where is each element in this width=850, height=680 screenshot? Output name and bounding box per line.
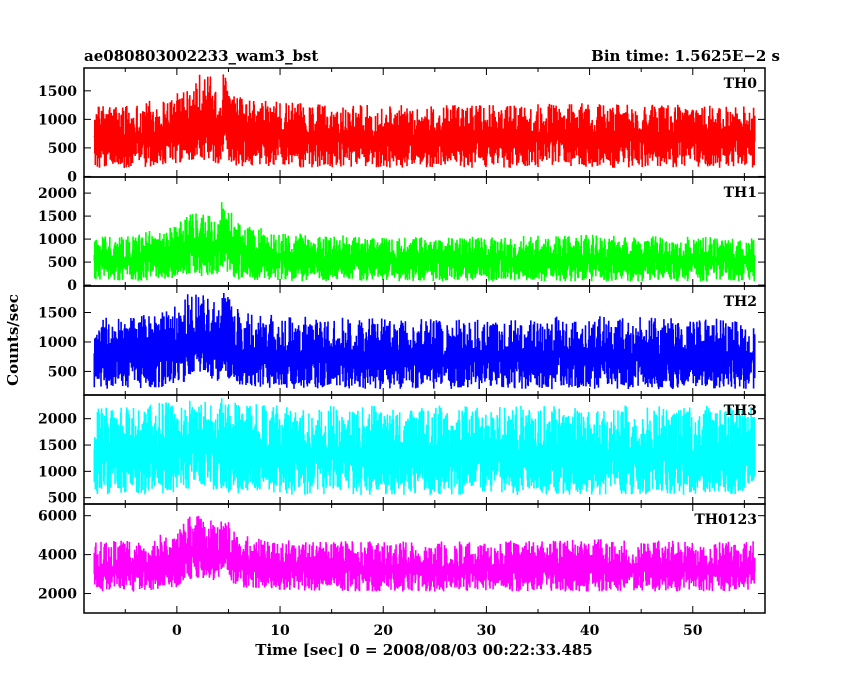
y-tick-label: 500 (48, 364, 77, 380)
y-tick-label: 1000 (38, 232, 77, 248)
panel-th0123: 2000 4000 6000 TH0123 (38, 503, 766, 614)
y-tick-label: 500 (48, 491, 77, 507)
panel-th0: 0 500 1000 1500 TH0 (38, 67, 766, 185)
y-tick-label: 2000 (38, 587, 77, 603)
figure-title: ae080803002233_wam3_bst (84, 47, 318, 65)
y-tick-label: 1000 (38, 464, 77, 480)
series-th0-line (93, 74, 756, 168)
series-label: TH1 (724, 185, 757, 201)
series-label: TH2 (724, 294, 757, 310)
panel-th3: 500 1000 1500 2000 TH3 (38, 394, 766, 507)
y-tick-label: 1500 (38, 438, 77, 454)
y-tick-label: 1000 (38, 335, 77, 351)
series-label: TH0123 (694, 512, 757, 528)
series-th0123-line (93, 516, 756, 592)
x-tick-label: 50 (683, 623, 703, 639)
y-tick-label: 1500 (38, 209, 77, 225)
x-tick-label: 40 (580, 623, 600, 639)
bin-time-label: Bin time: 1.5625E−2 s (591, 47, 780, 65)
series-th1-line (93, 202, 756, 282)
series-label: TH0 (724, 76, 758, 92)
y-tick-label: 6000 (38, 509, 77, 525)
y-tick-label: 1500 (38, 84, 77, 100)
x-tick-label: 20 (373, 623, 393, 639)
y-tick-label: 500 (48, 141, 77, 157)
panel-th2: 500 1000 1500 TH2 (38, 285, 766, 396)
series-th2-line (93, 293, 756, 390)
y-tick-label: 0 (67, 169, 77, 185)
x-tick-label: 30 (477, 623, 497, 639)
y-tick-label: 1500 (38, 306, 77, 322)
y-tick-label: 0 (67, 278, 77, 294)
panel-th1: 0 500 1000 1500 2000 TH1 (38, 176, 766, 294)
y-axis-label: Counts/sec (4, 294, 22, 386)
x-tick-label: 0 (172, 623, 182, 639)
panel-frame (83, 503, 766, 614)
y-tick-label: 2000 (38, 412, 77, 428)
y-tick-label: 2000 (38, 186, 77, 202)
y-tick-label: 1000 (38, 112, 77, 128)
x-tick-label: 10 (270, 623, 290, 639)
y-tick-label: 4000 (38, 548, 77, 564)
y-tick-label: 500 (48, 255, 77, 271)
x-axis-label: Time [sec] 0 = 2008/08/03 00:22:33.485 (255, 641, 592, 659)
series-th3-line (93, 398, 756, 495)
series-label: TH3 (724, 403, 757, 419)
